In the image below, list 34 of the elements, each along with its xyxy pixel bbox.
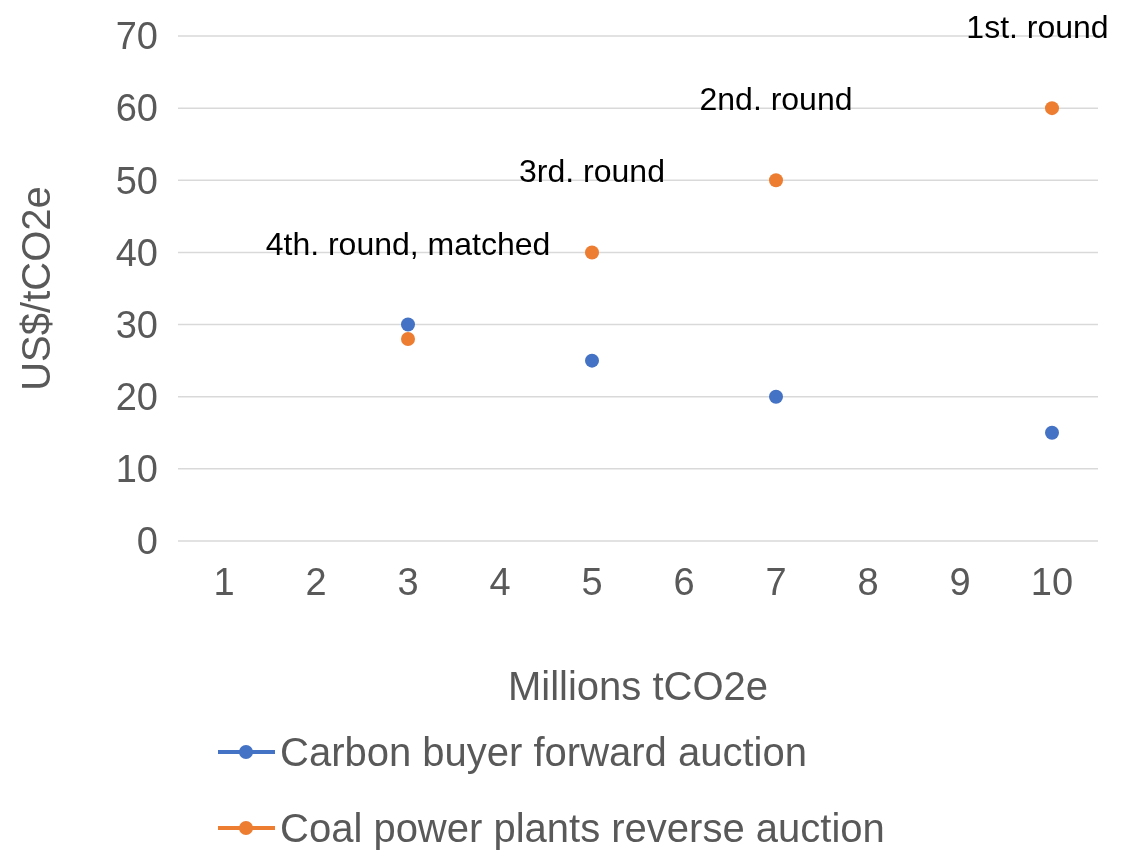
x-tick-label: 5 [581,561,603,603]
annotation: 3rd. round [519,153,665,190]
x-tick-label: 10 [1030,561,1074,603]
x-tick-label: 8 [857,561,879,603]
point [585,245,599,260]
y-tick-label: 30 [115,303,158,346]
y-tick-label: 20 [115,376,158,419]
annotation: 1st. round [966,9,1109,46]
point [1045,101,1059,116]
x-tick-label: 2 [305,561,327,603]
y-axis-title: US$/tCO2e [14,186,58,391]
point [769,173,783,188]
x-tick-label: 9 [949,561,971,603]
y-tick-label: 70 [115,15,158,58]
x-axis-title: Millions tCO2e [507,664,769,708]
y-tick-label: 0 [136,520,158,563]
x-tick-label: 4 [489,561,511,603]
annotation: 2nd. round [699,81,853,118]
y-tick-label: 40 [115,231,158,274]
point [585,353,599,368]
annotation: 4th. round, matched [265,225,551,262]
point [1045,425,1059,440]
legend-label: Carbon buyer forward auction [280,730,807,774]
y-tick-label: 10 [115,448,158,491]
y-tick-label: 50 [115,159,158,202]
x-tick-label: 6 [673,561,695,603]
legend-label: Coal power plants reverse auction [280,806,885,850]
point [401,332,415,346]
point [401,317,415,332]
x-tick-label: 7 [765,561,787,603]
x-tick-label: 1 [213,561,235,603]
point [769,389,783,404]
y-tick-label: 60 [115,87,158,130]
x-tick-label: 3 [397,561,419,603]
